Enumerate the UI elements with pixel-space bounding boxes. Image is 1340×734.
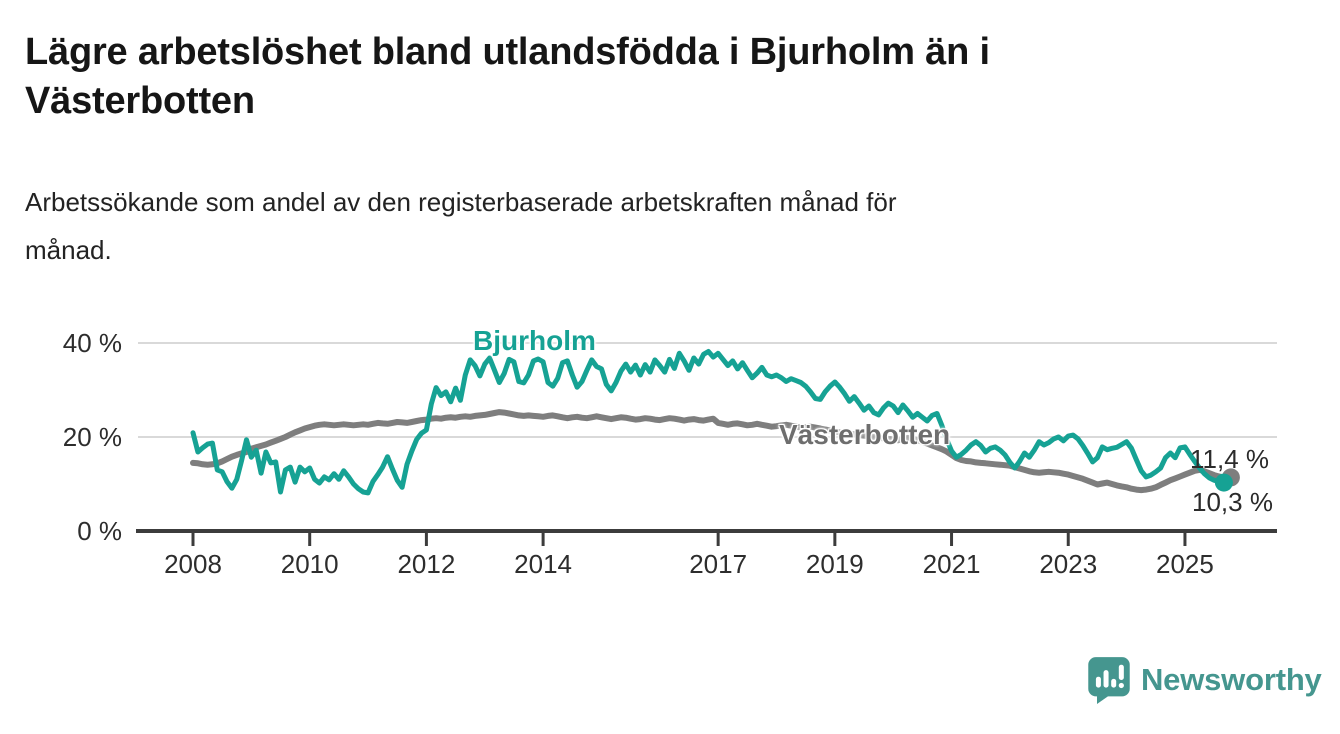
chart-title: Lägre arbetslöshet bland utlandsfödda i …	[25, 28, 1315, 126]
x-tick-label: 2021	[922, 549, 981, 579]
chart-title-line2: Västerbotten	[25, 80, 255, 122]
chart-subtitle-line1: Arbetssökande som andel av den registerb…	[25, 187, 897, 217]
newsworthy-logo-text: Newsworthy	[1141, 662, 1322, 697]
newsworthy-logo-icon	[1088, 657, 1130, 704]
newsworthy-logo: Newsworthy	[1087, 656, 1322, 704]
chart-subtitle-line2: månad.	[25, 235, 112, 265]
y-tick-label: 40 %	[62, 328, 122, 358]
y-tick-label: 0 %	[77, 516, 122, 546]
x-tick-label: 2023	[1039, 549, 1098, 579]
series-label-vasterbotten: Västerbotten	[779, 419, 951, 450]
chart-subtitle: Arbetssökande som andel av den registerb…	[25, 178, 1315, 274]
series-line-vasterbotten	[190, 409, 1227, 494]
x-tick-label: 2008	[164, 549, 222, 579]
series-line-bjurholm	[190, 349, 1227, 496]
x-tick-label: 2012	[397, 549, 456, 579]
x-tick-label: 2019	[805, 549, 864, 579]
chart-title-line1: Lägre arbetslöshet bland utlandsfödda i …	[25, 31, 990, 73]
end-value-vasterbotten: 11,4 %	[1190, 444, 1270, 474]
series-end-dot-bjurholm	[1214, 473, 1233, 492]
x-tick-label: 2017	[689, 549, 748, 579]
end-value-bjurholm: 10,3 %	[1192, 487, 1273, 517]
x-tick-label: 2010	[280, 549, 339, 579]
y-tick-label: 20 %	[62, 422, 122, 452]
x-tick-label: 2025	[1156, 549, 1214, 579]
x-tick-label: 2014	[514, 549, 573, 579]
series-label-bjurholm: Bjurholm	[473, 325, 596, 356]
